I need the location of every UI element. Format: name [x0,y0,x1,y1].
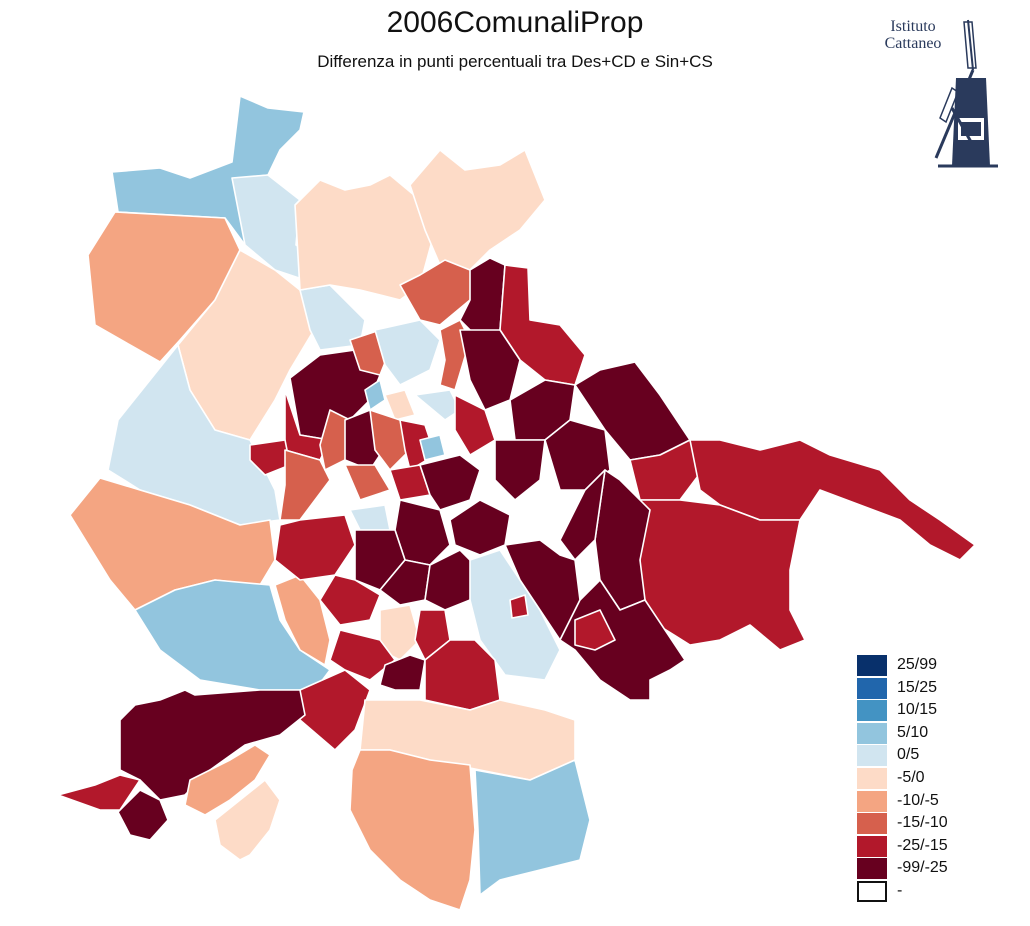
map-region [319,409,351,471]
legend-swatch [857,677,887,699]
map-region [419,454,481,511]
map-region [369,409,411,471]
legend-swatch [857,655,887,676]
logo-text: Istituto Cattaneo [868,18,958,52]
legend-swatch [857,722,887,744]
map-region [474,759,591,896]
legend-label: 15/25 [897,678,938,696]
map-title: 2006ComunaliProp [386,6,644,39]
legend-label: 10/15 [897,701,938,719]
legend-label: - [897,881,903,899]
legend-swatch [857,767,887,789]
map-region [184,744,271,816]
map-region [424,639,501,711]
map-region [134,579,331,691]
map-region [494,439,546,501]
map-subtitle: Differenza in punti percentuali tra Des+… [317,52,713,71]
legend-swatch [857,880,887,902]
map-region [274,514,356,581]
map-region [349,504,391,531]
map-region [559,579,686,701]
map-region [449,499,511,556]
map-region [559,469,606,561]
map-regions [57,95,976,911]
map-region [87,211,241,363]
legend-label: -5/0 [897,768,925,786]
map-region [574,609,616,651]
map-region [544,419,611,491]
map-region [299,284,366,351]
map-region [344,464,391,501]
map-region [319,574,381,626]
map-region [177,249,321,441]
map-region [329,629,396,681]
map-region [57,774,141,811]
legend-label: -25/-15 [897,836,948,854]
map-region [374,319,441,386]
legend-label: 5/10 [897,723,929,741]
map-region [349,749,476,911]
legend-swatch [857,835,887,857]
map-region [419,434,446,461]
map-region [117,789,169,841]
legend-swatch [857,813,887,835]
legend-swatch [857,790,887,812]
map-region [414,389,461,421]
map-region [509,594,529,619]
windmill-icon [934,19,998,168]
logo-line-2: Cattaneo [884,35,942,52]
map-region [249,439,291,476]
map-region [639,499,806,651]
map-region [379,654,426,691]
map-region [364,379,386,411]
legend-label: 25/99 [897,656,938,673]
legend-swatch [857,700,887,722]
legend-swatch [857,858,887,880]
istituto-cattaneo-logo: Istituto Cattaneo [868,18,998,173]
legend-label: -15/-10 [897,814,948,832]
legend-label: -99/-25 [897,859,948,877]
map-region [111,95,305,246]
map-region [384,389,416,421]
legend-swatch [857,745,887,767]
map-region [119,689,306,801]
legend-label: 0/5 [897,746,920,764]
legend-label: -10/-5 [897,791,939,809]
logo-line-1: Istituto [890,18,936,35]
map-region [214,779,281,861]
map-region [409,149,546,271]
map-region [454,394,496,456]
